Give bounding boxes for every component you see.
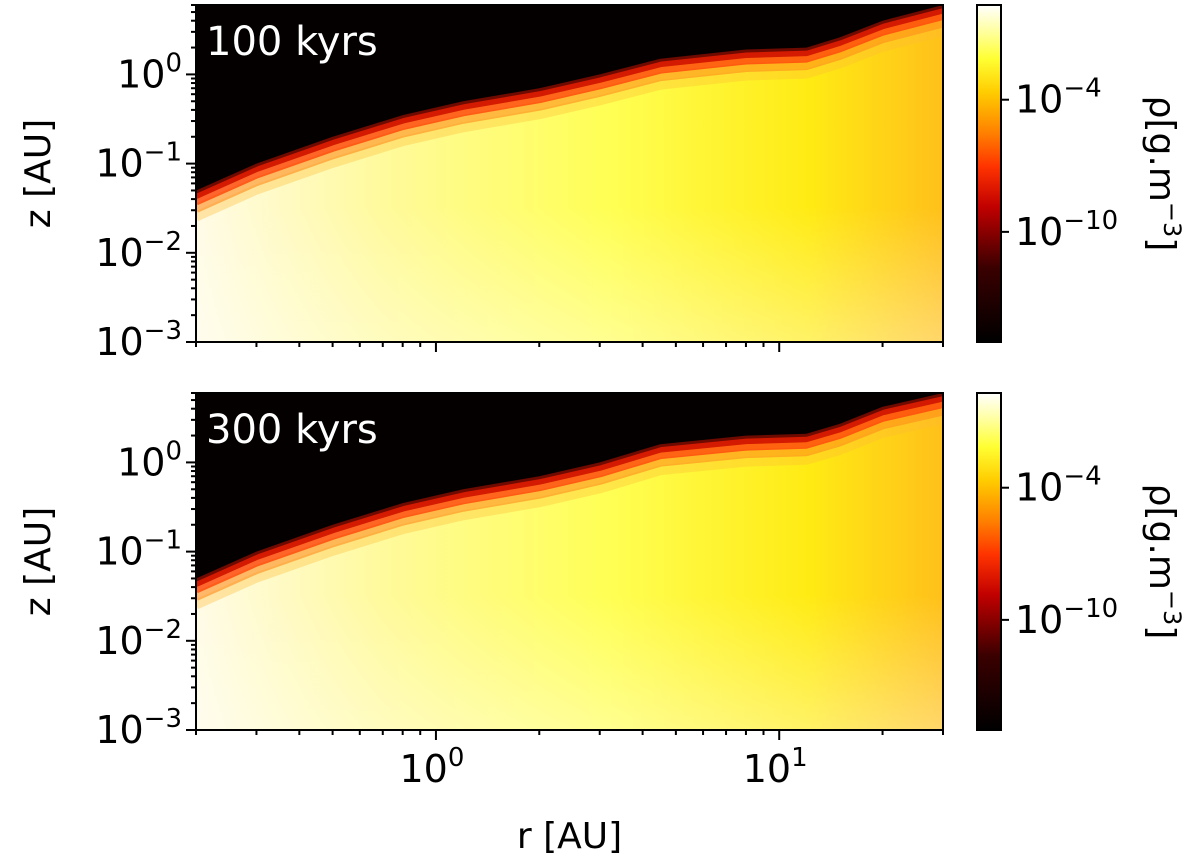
surface-band-3: [196, 400, 943, 594]
colorbar-gradient: [976, 4, 1002, 343]
surface-band-2: [196, 406, 943, 601]
y-tick-label: 10−1: [95, 526, 182, 574]
colorbar-label: ρ[g.m−3]: [1141, 96, 1186, 252]
surface-band-1: [196, 26, 943, 222]
y-tick-label: 10−3: [95, 316, 182, 364]
axes-frame: [195, 4, 944, 343]
colorbar-tick-label: 10−4: [1015, 74, 1102, 122]
y-tick-label: 10−2: [95, 227, 182, 275]
panel-label: 100 kyrs: [206, 19, 378, 65]
y-tick-label: 10−1: [95, 138, 182, 186]
colorbar-tick-label: 10−10: [1015, 206, 1118, 254]
y-tick-label: 100: [117, 48, 182, 96]
surface-band-3: [196, 12, 943, 206]
surface-band-4: [196, 394, 943, 587]
surface-band-1: [196, 414, 943, 610]
surface-band-4: [196, 6, 943, 199]
y-axis-label: z [AU]: [18, 119, 59, 228]
y-axis: 10−3 10−2 10−1 100: [95, 392, 196, 752]
y-tick-label: 10−2: [95, 615, 182, 663]
density-map: [196, 5, 943, 342]
x-axis: 100 101: [195, 730, 944, 791]
x-tick-label: 101: [743, 743, 808, 791]
x-axis-label: r [AU]: [517, 816, 622, 857]
colorbar-tick-label: 10−10: [1015, 594, 1118, 642]
density-map: [196, 393, 943, 730]
x-axis: [195, 342, 944, 352]
panel-1: 10−3 10−2 10−1 100 z [AU] 100 kyrs 10−4 10−10 ρ[…: [18, 4, 1186, 364]
colorbar-label: ρ[g.m−3]: [1141, 484, 1186, 640]
y-axis-label: z [AU]: [18, 507, 59, 616]
panel-label: 300 kyrs: [206, 407, 378, 453]
x-tick-label: 100: [399, 743, 464, 791]
y-tick-label: 100: [117, 436, 182, 484]
y-axis: 10−3 10−2 10−1 100: [95, 4, 196, 364]
colorbar-gradient: [976, 392, 1002, 731]
y-tick-label: 10−3: [95, 704, 182, 752]
colorbar: 10−4 10−10 ρ[g.m−3]: [976, 392, 1186, 731]
axes-frame: [195, 392, 944, 731]
colorbar-tick-label: 10−4: [1015, 462, 1102, 510]
colorbar: 10−4 10−10 ρ[g.m−3]: [976, 4, 1186, 343]
surface-band-2: [196, 18, 943, 213]
low-density-region: [196, 393, 943, 579]
panel-2: 100 101 10−3 10−2 10−1 100 r [AU] z [AU] 300 kyr…: [18, 392, 1186, 857]
low-density-region: [196, 5, 943, 191]
